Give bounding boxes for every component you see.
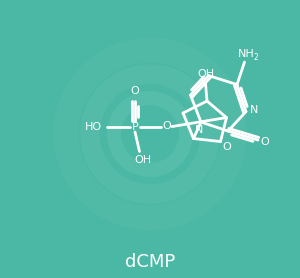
Text: O: O bbox=[130, 86, 140, 96]
Text: O: O bbox=[260, 136, 269, 147]
Text: HO: HO bbox=[85, 121, 102, 131]
Text: NH: NH bbox=[238, 49, 254, 59]
Text: N: N bbox=[194, 125, 203, 135]
Text: P: P bbox=[132, 121, 138, 131]
Text: 2: 2 bbox=[254, 53, 258, 62]
Text: OH: OH bbox=[197, 69, 214, 79]
Text: O: O bbox=[162, 121, 171, 131]
Text: O: O bbox=[222, 142, 231, 152]
Text: N: N bbox=[250, 105, 259, 115]
Text: OH: OH bbox=[134, 155, 151, 165]
Text: dCMP: dCMP bbox=[125, 252, 175, 270]
